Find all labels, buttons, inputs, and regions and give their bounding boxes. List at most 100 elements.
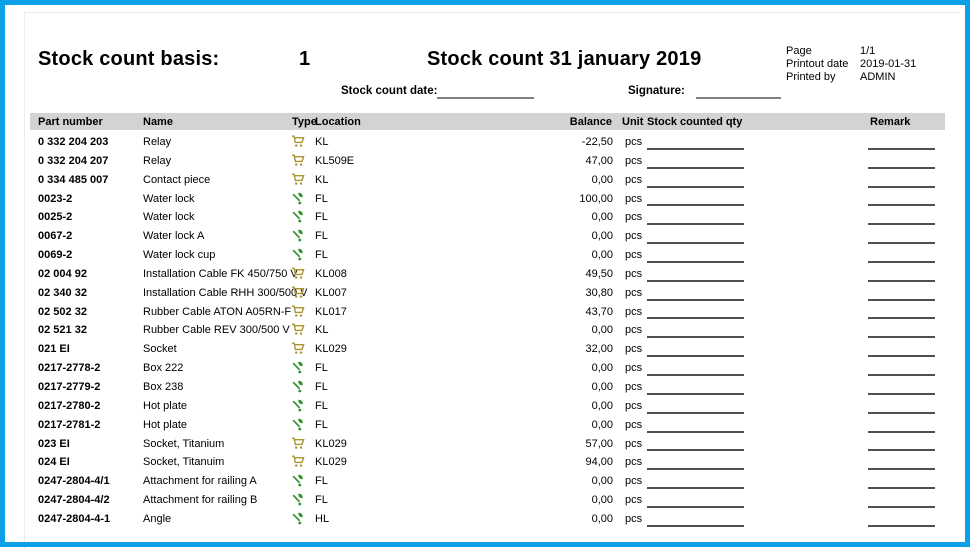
name-cell: Water lock cup (143, 249, 216, 262)
type-cell (291, 286, 305, 299)
stock-counted-qty-write-line (647, 298, 744, 301)
unit-cell: pcs (625, 267, 643, 280)
name-cell: Box 238 (143, 380, 184, 393)
name-cell: Water lock A (143, 230, 205, 243)
name-cell: Angle (143, 512, 172, 525)
remark-write-line (868, 260, 935, 263)
balance-cell: 0,00 (591, 324, 613, 337)
remark-write-line (868, 411, 935, 414)
table-row: 023 EI Socket, Titanium KL029 57,00 pcs (30, 434, 945, 453)
table-row: 0069-2 Water lock cup FL 0,00 pcs (30, 245, 945, 264)
location-cell: FL (315, 230, 328, 243)
balance-cell: 0,00 (591, 173, 613, 186)
part-number-cell: 0247-2804-4-1 (38, 512, 111, 525)
remark-write-line (868, 524, 935, 527)
unit-cell: pcs (625, 324, 643, 337)
location-cell: KL509E (315, 154, 355, 167)
location-cell: KL029 (315, 343, 347, 356)
type-cell (291, 323, 305, 336)
location-cell: FL (315, 249, 328, 262)
part-number-cell: 0 332 204 207 (38, 154, 109, 167)
table-row: 0 332 204 203 Relay KL -22,50 pcs (30, 132, 945, 151)
header-location: Location (315, 116, 361, 128)
stock-counted-qty-write-line (647, 336, 744, 339)
remark-write-line (868, 317, 935, 320)
header-part-number: Part number (38, 116, 103, 128)
shopping-cart-icon (292, 173, 305, 185)
location-cell: FL (315, 362, 328, 375)
printed-by-label: Printed by (786, 71, 836, 83)
table-row: 0023-2 Water lock FL 100,00 pcs (30, 189, 945, 208)
unit-cell: pcs (625, 437, 643, 450)
location-cell: KL007 (315, 286, 347, 299)
location-cell: KL008 (315, 267, 347, 280)
type-cell (291, 192, 305, 205)
stock-counted-qty-write-line (647, 166, 744, 169)
table-row: 0 332 204 207 Relay KL509E 47,00 pcs (30, 151, 945, 170)
name-cell: Socket, Titanium (143, 437, 225, 450)
type-cell (291, 455, 305, 468)
type-cell (291, 493, 305, 506)
shopping-cart-icon (292, 437, 305, 449)
table-row: 0217-2780-2 Hot plate FL 0,00 pcs (30, 396, 945, 415)
balance-cell: 0,00 (591, 211, 613, 224)
location-cell: FL (315, 475, 328, 488)
type-cell (291, 418, 305, 431)
table-row: 021 EI Socket KL029 32,00 pcs (30, 339, 945, 358)
table-row: 0217-2779-2 Box 238 FL 0,00 pcs (30, 377, 945, 396)
location-cell: FL (315, 380, 328, 393)
unit-cell: pcs (625, 456, 643, 469)
location-cell: KL (315, 136, 329, 148)
unit-cell: pcs (625, 154, 643, 167)
balance-cell: 57,00 (585, 437, 613, 450)
part-number-cell: 0217-2780-2 (38, 399, 101, 412)
unit-cell: pcs (625, 418, 643, 431)
unit-cell: pcs (625, 380, 643, 393)
shopping-cart-icon (292, 286, 305, 298)
remark-write-line (868, 336, 935, 339)
balance-cell: 49,50 (585, 267, 613, 280)
stock-counted-qty-write-line (647, 373, 744, 376)
table-row: 024 EI Socket, Titanuim KL029 94,00 pcs (30, 452, 945, 471)
remark-write-line (868, 487, 935, 490)
printout-date-label: Printout date (786, 58, 849, 70)
name-cell: Hot plate (143, 399, 188, 412)
table-row: 02 502 32 Rubber Cable ATON A05RN-F KL01… (30, 302, 945, 321)
stock-counted-qty-write-line (647, 317, 744, 320)
shopping-cart-icon (292, 267, 305, 279)
stock-count-date-label: Stock count date: (341, 85, 438, 97)
remark-write-line (868, 279, 935, 282)
type-cell (291, 154, 305, 167)
header-type: Type (292, 116, 317, 128)
stock-counted-qty-write-line (647, 505, 744, 508)
unit-cell: pcs (625, 399, 643, 412)
balance-cell: 47,00 (585, 154, 613, 167)
table-header-row: Part number Name Type Location Balance U… (30, 113, 945, 130)
type-cell (291, 361, 305, 374)
stock-counted-qty-write-line (647, 242, 744, 245)
shopping-cart-icon (292, 342, 305, 355)
green-sprout-icon (292, 493, 303, 506)
unit-cell: pcs (625, 192, 643, 205)
header-stock-counted-qty: Stock counted qty (647, 116, 743, 128)
part-number-cell: 0 332 204 203 (38, 136, 109, 148)
unit-cell: pcs (625, 211, 643, 224)
green-sprout-icon (292, 230, 303, 242)
part-number-cell: 0 334 485 007 (38, 173, 109, 186)
unit-cell: pcs (625, 230, 643, 243)
table-row: 02 521 32 Rubber Cable REV 300/500 V KL … (30, 320, 945, 339)
name-cell: Rubber Cable ATON A05RN-F (143, 305, 292, 318)
stock-counted-qty-write-line (647, 487, 744, 490)
shopping-cart-icon (292, 135, 305, 147)
unit-cell: pcs (625, 494, 643, 507)
part-number-cell: 0067-2 (38, 230, 73, 243)
type-cell (291, 437, 305, 450)
header-remark: Remark (870, 116, 911, 128)
stock-counted-qty-write-line (647, 392, 744, 395)
type-cell (291, 380, 305, 393)
name-cell: Relay (143, 154, 172, 167)
table-row: 02 340 32 Installation Cable RHH 300/500… (30, 283, 945, 302)
page-value: 1/1 (860, 45, 876, 57)
name-cell: Relay (143, 136, 172, 148)
type-cell (291, 229, 305, 242)
